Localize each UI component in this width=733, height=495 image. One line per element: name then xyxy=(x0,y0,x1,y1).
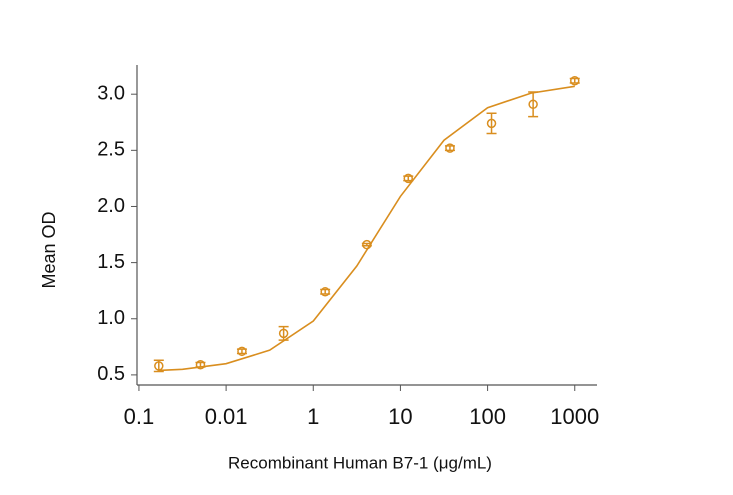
data-point xyxy=(195,360,206,370)
x-tick-label: 100 xyxy=(469,404,506,429)
y-tick-label: 3.0 xyxy=(97,82,125,104)
fit-curve xyxy=(158,85,575,372)
data-point xyxy=(154,361,164,371)
x-axis-title: Recombinant Human B7-1 (μg/mL) xyxy=(228,453,492,472)
y-tick-label: 2.0 xyxy=(97,195,125,217)
data-point xyxy=(237,346,247,357)
data-point xyxy=(486,118,497,129)
x-tick-label: 0.01 xyxy=(205,404,248,429)
y-tick-label: 0.5 xyxy=(97,363,125,385)
error-bar xyxy=(528,91,539,118)
y-tick-label: 1.0 xyxy=(97,307,125,329)
x-tick-label: 1 xyxy=(307,404,319,429)
data-point xyxy=(528,99,538,110)
y-tick-label: 2.5 xyxy=(97,139,125,161)
y-axis-title: Mean OD xyxy=(39,211,59,288)
data-point xyxy=(445,143,455,153)
data-point xyxy=(570,75,580,86)
data-point xyxy=(320,287,330,297)
data-point xyxy=(278,328,289,339)
x-tick-label: 1000 xyxy=(550,404,599,429)
x-tick-label: 0.1 xyxy=(124,404,155,429)
error-bar xyxy=(486,112,497,135)
x-tick-label: 10 xyxy=(388,404,412,429)
y-tick-label: 1.5 xyxy=(97,251,125,273)
data-point xyxy=(362,239,372,250)
data-point xyxy=(403,173,414,184)
